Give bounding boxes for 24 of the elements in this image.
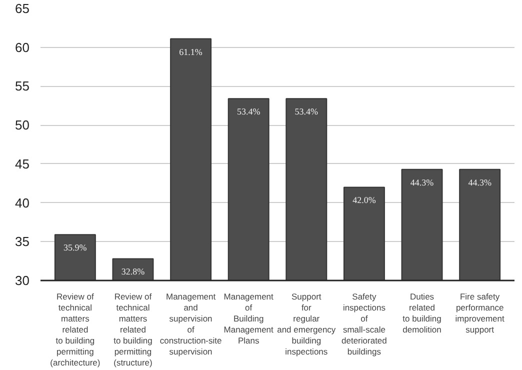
x-tick-label: Review of technical matters related to building permitting (architecture) — [50, 292, 100, 368]
x-tick-label: Management of Building Management Plans — [224, 292, 274, 346]
x-tick-label: Review of technical matters related to building permitting (structure) — [114, 292, 153, 368]
y-tick-label: 50 — [15, 118, 30, 133]
y-tick-label: 45 — [15, 156, 30, 172]
data-label: 35.9% — [64, 242, 88, 253]
x-tick-label: Duties related to building demolition — [402, 292, 442, 334]
data-label: 44.3% — [410, 177, 434, 188]
data-label: 42.0% — [352, 195, 376, 206]
y-tick-label: 60 — [15, 40, 30, 55]
y-tick-label: 35 — [15, 234, 30, 250]
x-tick-label: Support for regular and emergency building inspections — [277, 292, 336, 356]
data-label: 61.1% — [179, 46, 203, 57]
y-tick-label: 65 — [15, 1, 30, 16]
x-tick-label: Safety inspections of small-scale deteriorated buildings — [342, 292, 388, 356]
data-label: 53.4% — [236, 106, 261, 117]
data-label: 53.4% — [294, 106, 319, 117]
data-label: 44.3% — [468, 177, 492, 188]
x-tick-label: Fire safety performance improvement support — [455, 292, 506, 334]
x-tick-label: Management and supervision of construction-site supervision — [160, 292, 222, 356]
data-label: 32.8% — [121, 266, 146, 277]
y-tick-label: 40 — [15, 195, 30, 210]
y-tick-label: 30 — [15, 273, 30, 288]
y-tick-label: 55 — [15, 78, 30, 94]
